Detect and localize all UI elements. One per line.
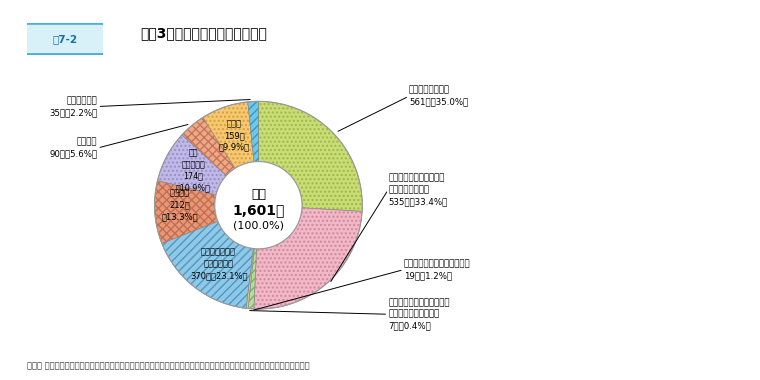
Text: （注） 一つの事案に関して、同一の者から同一の内容について複数回の相談を受けた場合、それぞれを件数に計上している。: （注） 一つの事案に関して、同一の者から同一の内容について複数回の相談を受けた場… — [27, 361, 309, 370]
Text: (100.0%): (100.0%) — [233, 221, 284, 231]
Text: 人事評価関係
35件（2.2%）: 人事評価関係 35件（2.2%） — [49, 96, 97, 117]
Wedge shape — [248, 101, 258, 162]
Wedge shape — [162, 221, 253, 308]
Text: 総数: 総数 — [251, 188, 266, 201]
Wedge shape — [182, 117, 235, 176]
Text: 1,601件: 1,601件 — [233, 203, 284, 217]
Wedge shape — [203, 102, 254, 168]
Circle shape — [215, 162, 302, 249]
Text: 妊娠、出産、育児又は介護
に関するハラスメント
7件（0.4%）: 妊娠、出産、育児又は介護 に関するハラスメント 7件（0.4%） — [388, 298, 450, 331]
Text: セクシュアル・ハラスメント
19件（1.2%）: セクシュアル・ハラスメント 19件（1.2%） — [404, 259, 470, 280]
Text: 健康
安全等関係
174件
（10.9%）: 健康 安全等関係 174件 （10.9%） — [176, 148, 211, 193]
Text: ハラスメント関係
561件（35.0%）: ハラスメント関係 561件（35.0%） — [409, 86, 468, 106]
Text: 勤務時間・休暇
・服務等関係
370件（23.1%）: 勤務時間・休暇 ・服務等関係 370件（23.1%） — [190, 247, 247, 280]
Text: その他
159件
（9.9%）: その他 159件 （9.9%） — [219, 119, 250, 152]
Text: 図7-2: 図7-2 — [52, 34, 78, 44]
Wedge shape — [249, 249, 256, 309]
Text: 任用関係
212件
（13.3%）: 任用関係 212件 （13.3%） — [161, 189, 198, 221]
Wedge shape — [254, 208, 362, 309]
Wedge shape — [157, 135, 226, 195]
Wedge shape — [246, 249, 254, 309]
Wedge shape — [154, 180, 218, 243]
Text: 令和3年度苦情相談の内容別件数: 令和3年度苦情相談の内容別件数 — [141, 27, 268, 41]
Wedge shape — [258, 101, 363, 211]
Text: 給与関係
90件（5.6%）: 給与関係 90件（5.6%） — [49, 138, 97, 158]
FancyBboxPatch shape — [24, 24, 105, 54]
Text: パワー・ハラスメント、
いじめ・嫌がらせ
535件（33.4%）: パワー・ハラスメント、 いじめ・嫌がらせ 535件（33.4%） — [388, 173, 448, 206]
